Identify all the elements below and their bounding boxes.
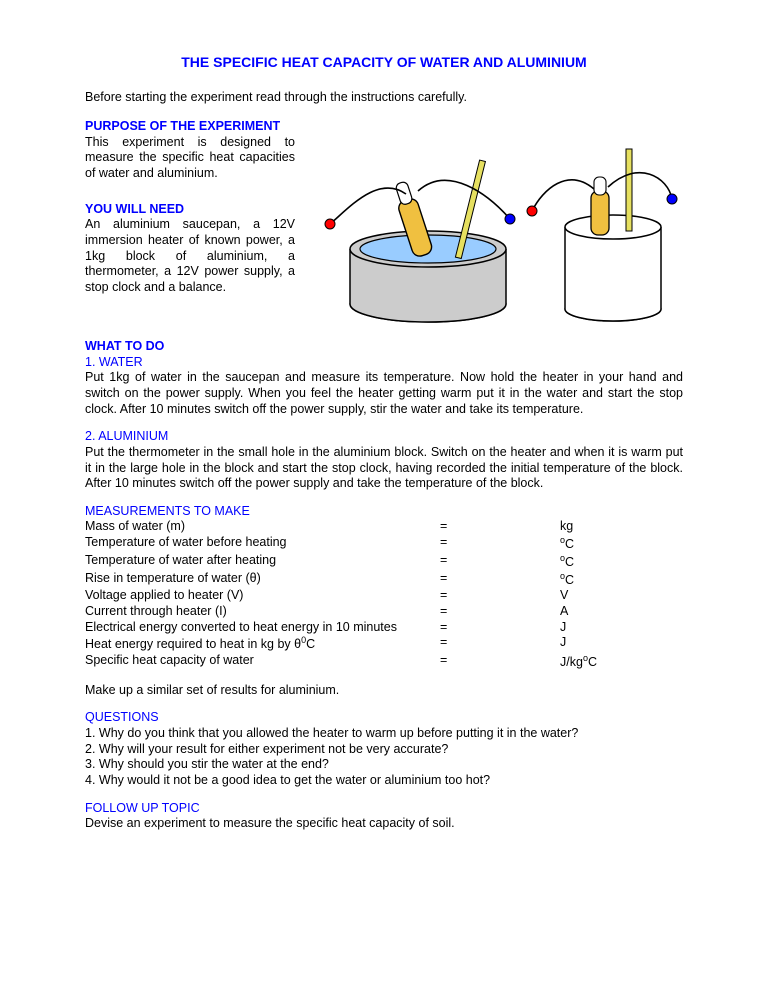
meas-unit: V: [560, 588, 683, 604]
measurement-row: Electrical energy converted to heat ener…: [85, 620, 683, 636]
meas-label: Voltage applied to heater (V): [85, 588, 440, 604]
question-item: 2. Why will your result for either exper…: [85, 742, 683, 758]
question-item: 1. Why do you think that you allowed the…: [85, 726, 683, 742]
meas-label: Current through heater (I): [85, 604, 440, 620]
question-item: 3. Why should you stir the water at the …: [85, 757, 683, 773]
questions-block: QUESTIONS 1. Why do you think that you a…: [85, 710, 683, 788]
aluminium-block-icon: [565, 149, 661, 321]
meas-label: Heat energy required to heat in kg by θ0…: [85, 635, 440, 653]
measurement-row: Specific heat capacity of water= J/kgoC: [85, 653, 683, 671]
meas-label: Temperature of water after heating: [85, 553, 440, 571]
apparatus-diagram: [313, 119, 683, 339]
equals-sign: =: [440, 553, 460, 571]
measurement-row: Current through heater (I)= A: [85, 604, 683, 620]
followup-heading: FOLLOW UP TOPIC: [85, 801, 683, 817]
measurements-block: MEASUREMENTS TO MAKE Mass of water (m)=k…: [85, 504, 683, 699]
equals-sign: =: [440, 635, 460, 653]
page-title: THE SPECIFIC HEAT CAPACITY OF WATER AND …: [85, 54, 683, 72]
meas-label: Temperature of water before heating: [85, 535, 440, 553]
need-heading: YOU WILL NEED: [85, 202, 295, 218]
document-page: THE SPECIFIC HEAT CAPACITY OF WATER AND …: [0, 0, 768, 904]
measurement-row: Mass of water (m)= kg: [85, 519, 683, 535]
meas-label: Electrical energy converted to heat ener…: [85, 620, 440, 636]
measurement-row: Temperature of water after heating= oC: [85, 553, 683, 571]
meas-heading: MEASUREMENTS TO MAKE: [85, 504, 683, 520]
meas-label: Rise in temperature of water (θ): [85, 571, 440, 589]
meas-unit: J/kgoC: [560, 653, 683, 671]
meas-unit: oC: [560, 571, 683, 589]
left-column: PURPOSE OF THE EXPERIMENT This experimen…: [85, 119, 295, 339]
part2-body: Put the thermometer in the small hole in…: [85, 445, 683, 492]
question-item: 4. Why would it not be a good idea to ge…: [85, 773, 683, 789]
meas-label: Mass of water (m): [85, 519, 440, 535]
equals-sign: =: [440, 571, 460, 589]
followup-body: Devise an experiment to measure the spec…: [85, 816, 683, 832]
whattodo-heading: WHAT TO DO: [85, 339, 164, 353]
measurement-row: Voltage applied to heater (V)= V: [85, 588, 683, 604]
meas-unit: J: [560, 620, 683, 636]
meas-unit: oC: [560, 535, 683, 553]
followup-block: FOLLOW UP TOPIC Devise an experiment to …: [85, 801, 683, 832]
apparatus-svg: [318, 119, 678, 339]
purpose-heading: PURPOSE OF THE EXPERIMENT: [85, 119, 295, 135]
meas-unit: J: [560, 635, 683, 653]
meas-footer: Make up a similar set of results for alu…: [85, 683, 683, 699]
part1-label: 1. WATER: [85, 355, 143, 369]
part1-body: Put 1kg of water in the saucepan and mea…: [85, 370, 683, 417]
meas-unit: oC: [560, 553, 683, 571]
purpose-body: This experiment is designed to measure t…: [85, 135, 295, 182]
equals-sign: =: [440, 604, 460, 620]
questions-heading: QUESTIONS: [85, 710, 683, 726]
meas-unit: A: [560, 604, 683, 620]
measurement-row: Rise in temperature of water (θ)= oC: [85, 571, 683, 589]
equals-sign: =: [440, 653, 460, 671]
measurement-row: Heat energy required to heat in kg by θ0…: [85, 635, 683, 653]
measurement-row: Temperature of water before heating= oC: [85, 535, 683, 553]
meas-unit: kg: [560, 519, 683, 535]
equals-sign: =: [440, 519, 460, 535]
part2-label: 2. ALUMINIUM: [85, 429, 168, 443]
equals-sign: =: [440, 535, 460, 553]
equals-sign: =: [440, 588, 460, 604]
equals-sign: =: [440, 620, 460, 636]
need-body: An aluminium saucepan, a 12V immersion h…: [85, 217, 295, 295]
top-row: PURPOSE OF THE EXPERIMENT This experimen…: [85, 119, 683, 339]
meas-label: Specific heat capacity of water: [85, 653, 440, 671]
intro-text: Before starting the experiment read thro…: [85, 90, 683, 106]
